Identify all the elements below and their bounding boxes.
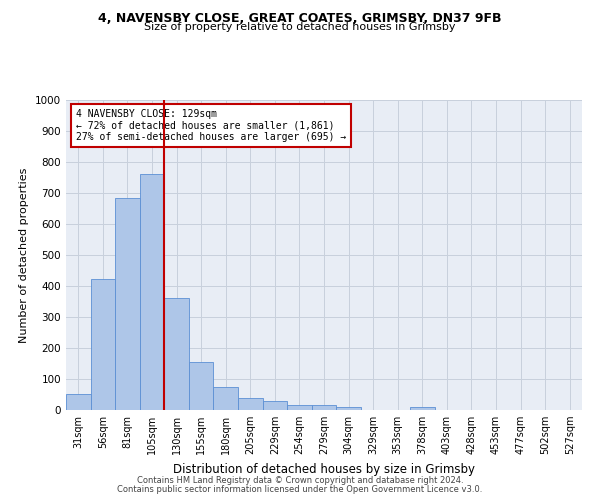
Bar bbox=[214, 387, 238, 410]
Bar bbox=[164, 298, 189, 410]
Bar bbox=[238, 398, 263, 410]
Text: Contains HM Land Registry data © Crown copyright and database right 2024.: Contains HM Land Registry data © Crown c… bbox=[137, 476, 463, 485]
Bar bbox=[287, 404, 312, 410]
Text: Size of property relative to detached houses in Grimsby: Size of property relative to detached ho… bbox=[144, 22, 456, 32]
Text: Contains public sector information licensed under the Open Government Licence v3: Contains public sector information licen… bbox=[118, 485, 482, 494]
Bar bbox=[336, 407, 361, 410]
Bar bbox=[312, 404, 336, 410]
Bar bbox=[115, 198, 140, 410]
Bar bbox=[66, 394, 91, 410]
Bar bbox=[410, 407, 434, 410]
Text: 4, NAVENSBY CLOSE, GREAT COATES, GRIMSBY, DN37 9FB: 4, NAVENSBY CLOSE, GREAT COATES, GRIMSBY… bbox=[98, 12, 502, 26]
Bar bbox=[91, 279, 115, 410]
X-axis label: Distribution of detached houses by size in Grimsby: Distribution of detached houses by size … bbox=[173, 462, 475, 475]
Bar bbox=[140, 174, 164, 410]
Bar bbox=[263, 402, 287, 410]
Y-axis label: Number of detached properties: Number of detached properties bbox=[19, 168, 29, 342]
Bar bbox=[189, 362, 214, 410]
Text: 4 NAVENSBY CLOSE: 129sqm
← 72% of detached houses are smaller (1,861)
27% of sem: 4 NAVENSBY CLOSE: 129sqm ← 72% of detach… bbox=[76, 110, 347, 142]
